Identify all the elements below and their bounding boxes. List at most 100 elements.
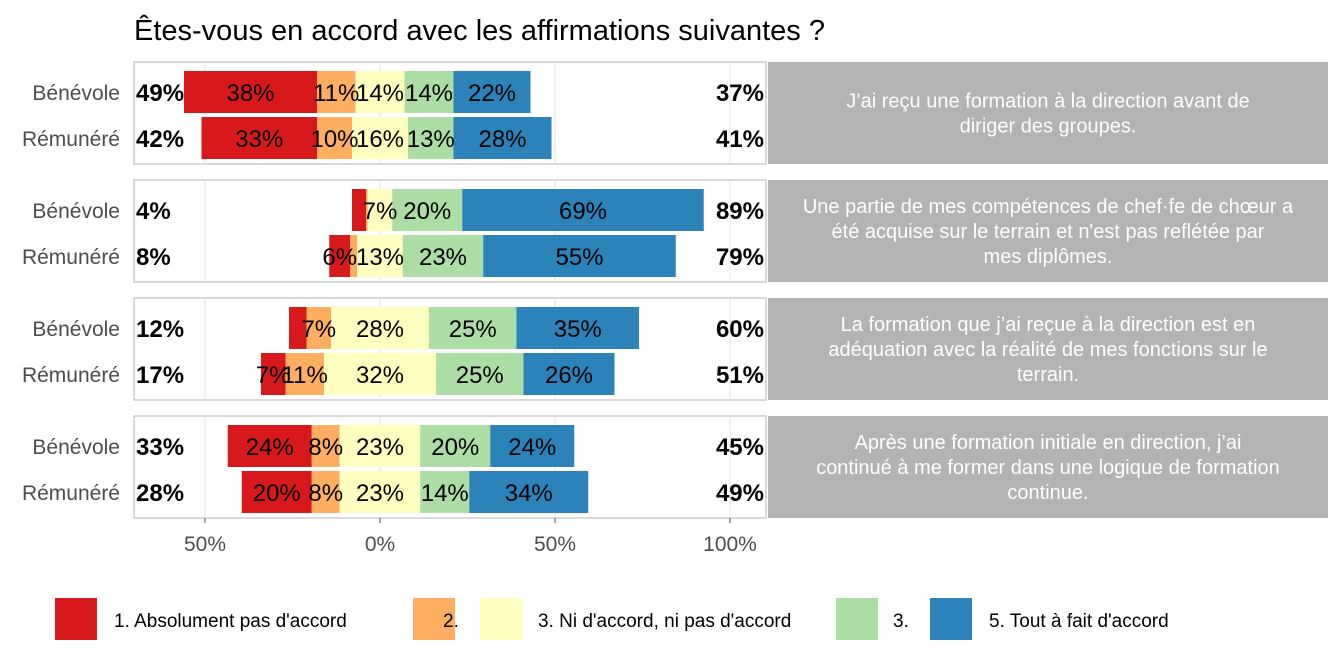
question-strip — [768, 180, 1328, 282]
disagree-total: 33% — [136, 434, 184, 461]
segment-label: 6% — [322, 244, 357, 271]
segment-label: 69% — [559, 198, 607, 225]
disagree-total: 42% — [136, 126, 184, 153]
question-text: La formation que j’ai reçue à la directi… — [828, 314, 1267, 386]
x-tick-label: 100% — [703, 533, 757, 556]
bar-segment — [339, 425, 421, 467]
chart-legend: 1. Absolument pas d'accord 2. 3. Ni d'acco… — [55, 598, 1169, 640]
bar-segment — [462, 189, 704, 231]
bar-segment — [483, 235, 676, 277]
legend-swatch — [413, 598, 455, 640]
segment-label: 16% — [356, 126, 404, 153]
row-label: Rémunéré — [22, 128, 120, 151]
disagree-total: 8% — [136, 244, 171, 271]
row-remunere: 7%11% 32% 25% 26% Rémunéré 17% 51% — [22, 353, 764, 395]
bar-segment — [357, 235, 403, 277]
bar-segment — [227, 425, 312, 467]
bar-segment — [350, 235, 358, 277]
bar-segment — [408, 117, 454, 159]
legend-label: 3. — [893, 611, 909, 632]
legend-item: 2. — [413, 598, 459, 640]
segment-label: 33% — [235, 126, 283, 153]
segment-label: 8% — [308, 480, 343, 507]
x-axis: 50% 0% 50% 100% — [184, 518, 757, 556]
row-benevole: 7% 20% 69% Bénévole 4% 89% — [32, 189, 764, 231]
segment-label: 14% — [421, 480, 469, 507]
bar-segment — [241, 471, 312, 513]
row-label: Bénévole — [32, 200, 120, 223]
x-tick-label: 0% — [365, 533, 395, 556]
agree-total: 37% — [716, 80, 764, 107]
legend-swatch — [836, 598, 878, 640]
segment-label: 11% — [313, 80, 359, 107]
bar-segment — [367, 189, 393, 231]
row-benevole: 38% 11%14% 14% 22%Bénévole 49% 37% — [32, 71, 764, 113]
row-label: Bénévole — [32, 318, 120, 341]
row-remunere: 6%13% 23% 55% Rémunéré 8% 79% — [22, 235, 764, 277]
disagree-total: 4% — [136, 198, 171, 225]
bar-segment — [523, 353, 615, 395]
segment-label: 28% — [356, 316, 404, 343]
segment-label: 38% — [226, 80, 274, 107]
agree-total: 45% — [716, 434, 764, 461]
question-text: J’ai reçu une formation à la direction a… — [846, 91, 1250, 138]
bar-segment — [324, 353, 436, 395]
bar-segment — [469, 471, 589, 513]
disagree-total: 49% — [136, 80, 184, 107]
bar-segment — [331, 307, 429, 349]
row-remunere: 33% 10%16% 13% 28% Rémunéré 42% 41% — [22, 117, 764, 159]
segment-label: 24% — [246, 434, 294, 461]
segment-label: 23% — [356, 434, 404, 461]
bar-segment — [420, 425, 491, 467]
segment-label: 20% — [253, 480, 301, 507]
bar-segment — [516, 307, 639, 349]
row-label: Rémunéré — [22, 364, 120, 387]
question-strip — [768, 62, 1328, 164]
legend-item: 5. Tout à fait d'accord — [930, 598, 1169, 640]
bar-segment — [420, 471, 470, 513]
row-remunere: 20% 8% 23% 14% 34% Rémunéré 28% 49% — [22, 471, 764, 513]
segment-label: 25% — [449, 316, 497, 343]
legend-item: 3. Ni d'accord, ni pas d'accord — [480, 598, 791, 640]
segment-label: 32% — [356, 362, 404, 389]
segment-label: 13% — [407, 126, 455, 153]
bar-segment — [306, 307, 331, 349]
legend-swatch — [55, 598, 97, 640]
row-label: Rémunéré — [22, 246, 120, 269]
panel-3: 7% 28% 25% 35%Bénévole 12% 60%7%11% 32% 25% 26%R… — [22, 297, 1328, 401]
segment-label: 14% — [356, 80, 404, 107]
row-label: Bénévole — [32, 82, 120, 105]
bar-segment — [404, 71, 454, 113]
chart-title: Êtes-vous en accord avec les affirmation… — [134, 14, 825, 47]
segment-label: 23% — [419, 244, 467, 271]
bar-segment — [436, 353, 524, 395]
bar-segment — [329, 235, 351, 277]
disagree-total: 28% — [136, 480, 184, 507]
legend-label: 1. Absolument pas d'accord — [114, 611, 347, 632]
segment-label: 10% — [310, 126, 358, 153]
bar-segment — [261, 353, 286, 395]
bar-segment — [429, 307, 517, 349]
segment-label: 55% — [555, 244, 603, 271]
segment-label: 23% — [356, 480, 404, 507]
row-benevole: 7% 28% 25% 35% Bénévole 12% 60% — [32, 307, 764, 349]
agree-total: 60% — [716, 316, 764, 343]
bar-segment — [285, 353, 324, 395]
legend-swatch — [480, 598, 522, 640]
segment-label: 13% — [356, 244, 404, 271]
bar-segment — [352, 117, 408, 159]
bar-segment — [289, 307, 307, 349]
bar-segment — [317, 117, 352, 159]
segment-label: 35% — [554, 316, 602, 343]
segment-label: 20% — [431, 434, 479, 461]
question-text: Après une formation initiale en directio… — [816, 432, 1280, 504]
agree-total: 49% — [716, 480, 764, 507]
legend-item: 3. — [836, 598, 909, 640]
legend-label: 5. Tout à fait d'accord — [989, 611, 1169, 632]
x-tick-label: 50% — [534, 533, 576, 556]
row-label: Rémunéré — [22, 482, 120, 505]
segment-label: 7% — [363, 198, 398, 225]
segment-label: 7% — [256, 362, 291, 389]
segment-label: 34% — [505, 480, 553, 507]
segment-label: 20% — [403, 198, 451, 225]
